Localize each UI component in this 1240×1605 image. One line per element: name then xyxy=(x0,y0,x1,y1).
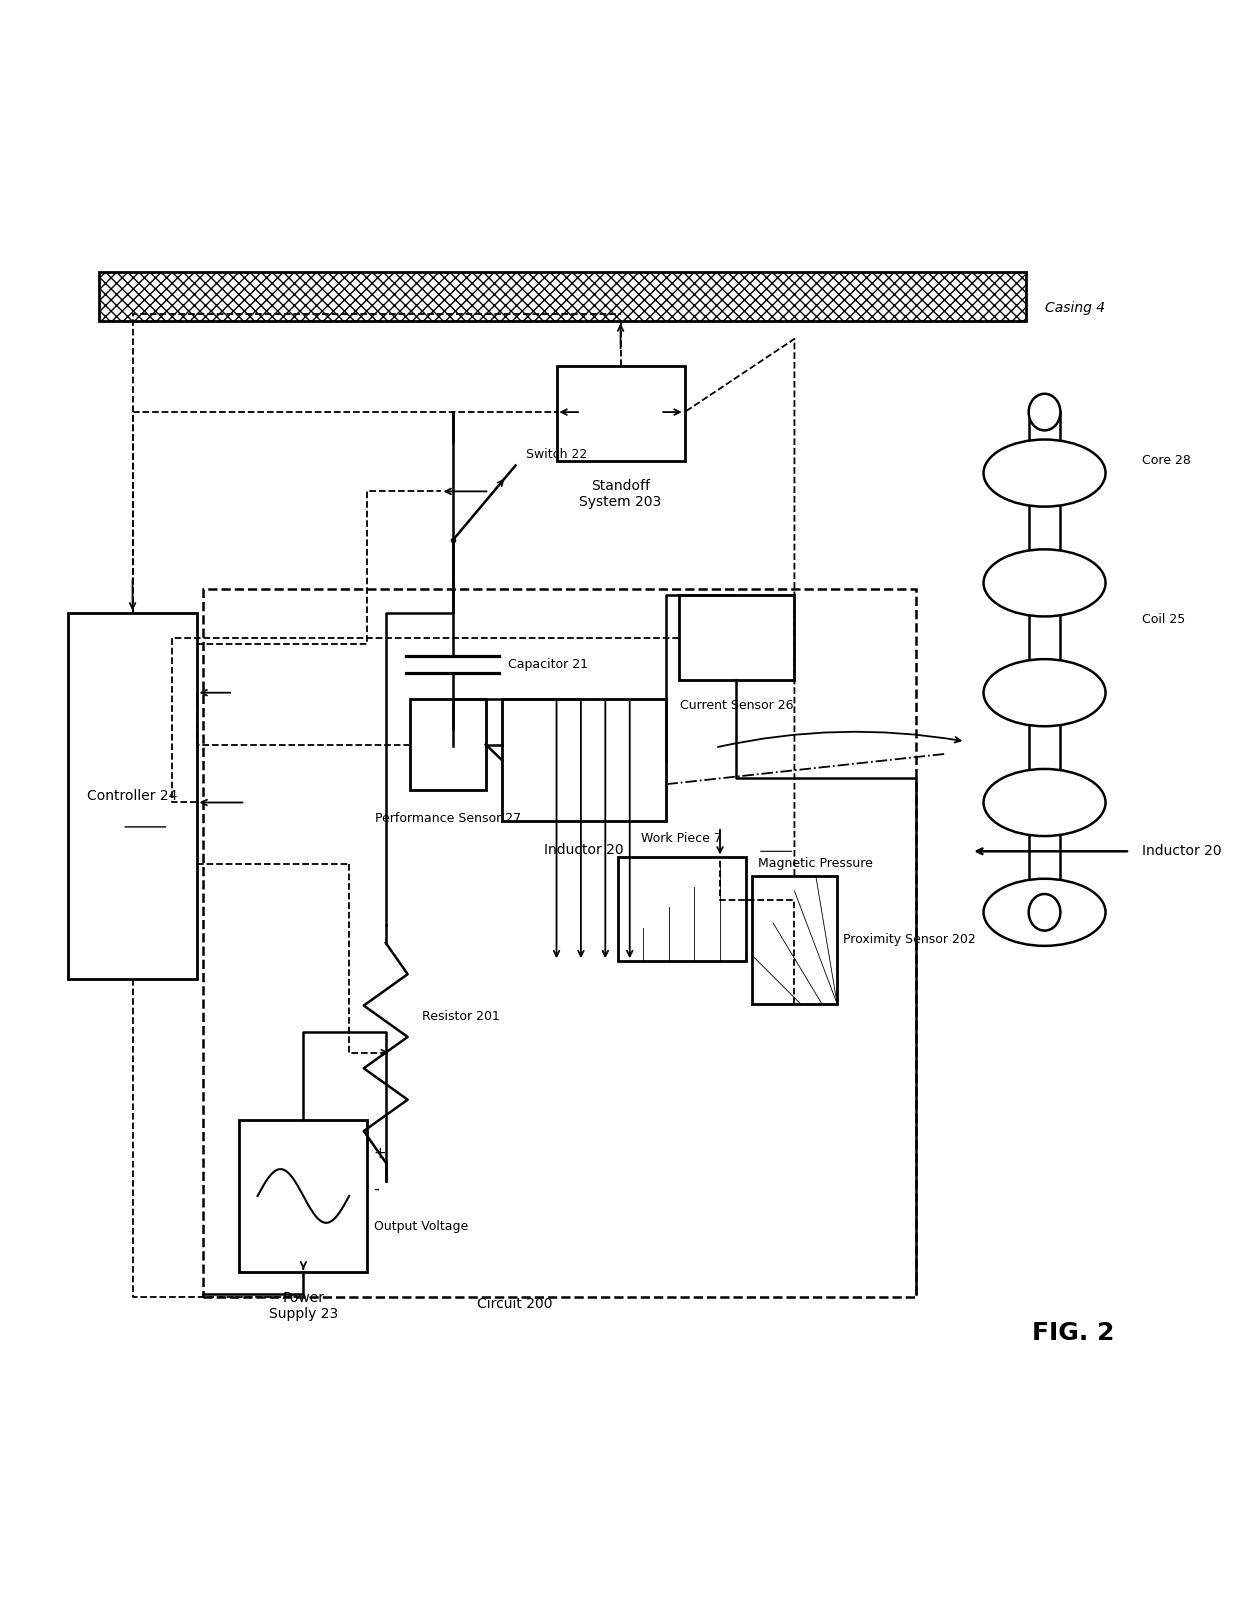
Ellipse shape xyxy=(983,660,1106,725)
Ellipse shape xyxy=(983,549,1106,616)
Text: Performance Sensor 27: Performance Sensor 27 xyxy=(374,812,521,825)
Bar xyxy=(99,271,1027,321)
Text: Standoff
System 203: Standoff System 203 xyxy=(579,480,662,509)
Text: Output Voltage: Output Voltage xyxy=(373,1220,467,1233)
FancyBboxPatch shape xyxy=(678,595,795,681)
Text: Proximity Sensor 202: Proximity Sensor 202 xyxy=(843,933,976,947)
Ellipse shape xyxy=(1029,894,1060,931)
Text: Capacitor 21: Capacitor 21 xyxy=(507,658,588,671)
Text: Current Sensor 26: Current Sensor 26 xyxy=(680,698,794,711)
Text: Casing 4: Casing 4 xyxy=(1044,302,1105,315)
Text: Inductor 20: Inductor 20 xyxy=(1142,844,1221,859)
Ellipse shape xyxy=(983,769,1106,836)
Text: Circuit 200: Circuit 200 xyxy=(477,1297,553,1311)
Text: Power
Supply 23: Power Supply 23 xyxy=(269,1290,339,1321)
Text: Core 28: Core 28 xyxy=(1142,454,1192,467)
Text: Coil 25: Coil 25 xyxy=(1142,613,1185,626)
Text: Magnetic Pressure: Magnetic Pressure xyxy=(758,857,873,870)
Text: Controller 24: Controller 24 xyxy=(87,790,177,804)
Text: Switch 22: Switch 22 xyxy=(526,448,588,461)
FancyBboxPatch shape xyxy=(239,1120,367,1273)
Text: Resistor 201: Resistor 201 xyxy=(423,1010,500,1022)
FancyBboxPatch shape xyxy=(502,698,666,820)
Text: -: - xyxy=(373,1180,379,1197)
FancyBboxPatch shape xyxy=(410,698,486,790)
FancyBboxPatch shape xyxy=(68,613,197,979)
Text: FIG. 2: FIG. 2 xyxy=(1033,1321,1115,1345)
Text: +: + xyxy=(373,1146,386,1160)
Text: Inductor 20: Inductor 20 xyxy=(544,843,624,857)
FancyBboxPatch shape xyxy=(751,876,837,1003)
FancyBboxPatch shape xyxy=(618,857,745,961)
Text: Work Piece 7: Work Piece 7 xyxy=(641,833,722,846)
Ellipse shape xyxy=(983,440,1106,507)
FancyBboxPatch shape xyxy=(557,366,684,461)
Ellipse shape xyxy=(1029,393,1060,430)
Ellipse shape xyxy=(983,880,1106,945)
Bar xyxy=(99,271,1027,321)
